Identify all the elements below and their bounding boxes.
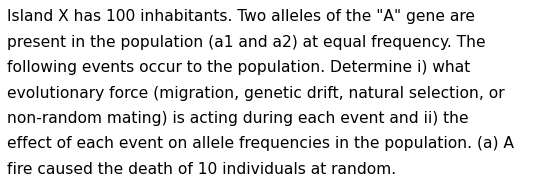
Text: effect of each event on allele frequencies in the population. (a) A: effect of each event on allele frequenci… <box>7 136 514 151</box>
Text: Island X has 100 inhabitants. Two alleles of the "A" gene are: Island X has 100 inhabitants. Two allele… <box>7 9 475 24</box>
Text: non-random mating) is acting during each event and ii) the: non-random mating) is acting during each… <box>7 111 469 126</box>
Text: evolutionary force (migration, genetic drift, natural selection, or: evolutionary force (migration, genetic d… <box>7 86 505 101</box>
Text: fire caused the death of 10 individuals at random.: fire caused the death of 10 individuals … <box>7 162 396 177</box>
Text: present in the population (a1 and a2) at equal frequency. The: present in the population (a1 and a2) at… <box>7 35 486 50</box>
Text: following events occur to the population. Determine i) what: following events occur to the population… <box>7 60 470 75</box>
